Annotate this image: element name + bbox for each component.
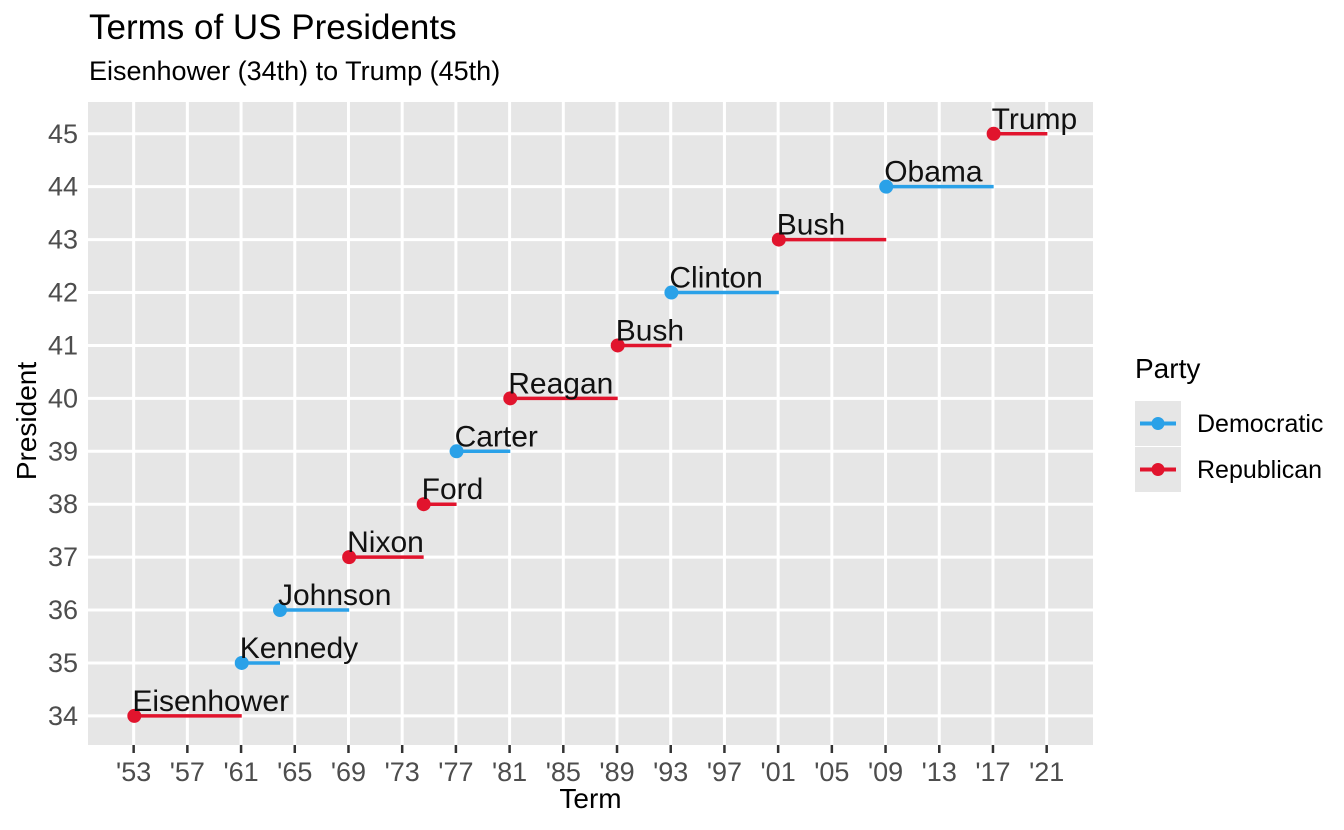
term-start-dot bbox=[273, 603, 288, 618]
legend: Party Democratic Republican bbox=[1130, 353, 1323, 493]
x-tick-label: '81 bbox=[492, 757, 527, 787]
legend-entry-label: Democratic bbox=[1197, 409, 1324, 438]
y-tick-label: 34 bbox=[48, 701, 78, 731]
president-label: Trump bbox=[992, 103, 1078, 136]
president-label: Bush bbox=[777, 209, 845, 242]
x-tick-label: '17 bbox=[975, 757, 1010, 787]
x-tick-label: '13 bbox=[922, 757, 957, 787]
x-tick-label: '97 bbox=[707, 757, 742, 787]
x-tick-label: '53 bbox=[116, 757, 151, 787]
x-tick-label: '85 bbox=[546, 757, 581, 787]
x-tick-label: '73 bbox=[385, 757, 420, 787]
term-start-dot bbox=[503, 391, 518, 406]
president-label: Johnson bbox=[278, 579, 391, 612]
president-label: Bush bbox=[616, 314, 684, 347]
term-start-dot bbox=[342, 550, 357, 565]
president-label: Kennedy bbox=[240, 632, 358, 665]
legend-key-icon bbox=[1135, 401, 1181, 446]
term-start-dot bbox=[127, 708, 142, 723]
term-start-dot bbox=[664, 285, 679, 300]
y-tick-label: 35 bbox=[48, 648, 78, 678]
term-start-dot bbox=[234, 655, 249, 670]
x-tick-label: '61 bbox=[223, 757, 258, 787]
y-axis-title: President bbox=[11, 361, 42, 481]
legend-entry-label: Republican bbox=[1197, 455, 1323, 484]
president-label: Carter bbox=[455, 420, 538, 453]
term-start-dot bbox=[986, 126, 1001, 141]
x-tick-label: '65 bbox=[277, 757, 312, 787]
term-start-dot bbox=[879, 179, 894, 194]
y-tick-label: 45 bbox=[48, 119, 78, 149]
y-tick-label: 42 bbox=[48, 278, 78, 308]
y-tick-label: 39 bbox=[48, 436, 78, 466]
x-tick-label: '05 bbox=[814, 757, 849, 787]
x-tick-label: '01 bbox=[761, 757, 796, 787]
x-tick-label: '69 bbox=[331, 757, 366, 787]
chart-title: Terms of US Presidents bbox=[89, 8, 457, 47]
y-tick-label: 44 bbox=[48, 172, 78, 202]
x-axis-title: Term bbox=[559, 783, 622, 814]
x-tick-label: '09 bbox=[868, 757, 903, 787]
term-start-dot bbox=[416, 497, 431, 512]
legend-entry: Republican bbox=[1135, 447, 1323, 493]
y-tick-label: 36 bbox=[48, 595, 78, 625]
legend-key-icon bbox=[1135, 447, 1181, 492]
term-start-dot bbox=[449, 444, 464, 459]
x-tick-label: '57 bbox=[170, 757, 205, 787]
panel-background bbox=[88, 102, 1093, 745]
president-label: Clinton bbox=[669, 262, 762, 295]
y-tick-label: 38 bbox=[48, 489, 78, 519]
president-label: Nixon bbox=[347, 526, 424, 559]
x-tick-label: '89 bbox=[599, 757, 634, 787]
x-tick-label: '77 bbox=[438, 757, 473, 787]
legend-title: Party bbox=[1135, 353, 1201, 384]
term-start-dot bbox=[771, 232, 786, 247]
y-tick-label: 40 bbox=[48, 383, 78, 413]
x-tick-label: '21 bbox=[1029, 757, 1064, 787]
president-label: Reagan bbox=[508, 367, 613, 400]
y-tick-label: 41 bbox=[48, 330, 78, 360]
legend-entry: Democratic bbox=[1135, 401, 1323, 447]
term-start-dot bbox=[610, 338, 625, 353]
president-label: Obama bbox=[884, 156, 983, 189]
y-tick-label: 37 bbox=[48, 542, 78, 572]
president-label: Ford bbox=[422, 473, 484, 506]
chart-subtitle: Eisenhower (34th) to Trump (45th) bbox=[89, 56, 501, 86]
x-tick-label: '93 bbox=[653, 757, 688, 787]
y-tick-label: 43 bbox=[48, 225, 78, 255]
president-label: Eisenhower bbox=[132, 685, 289, 718]
